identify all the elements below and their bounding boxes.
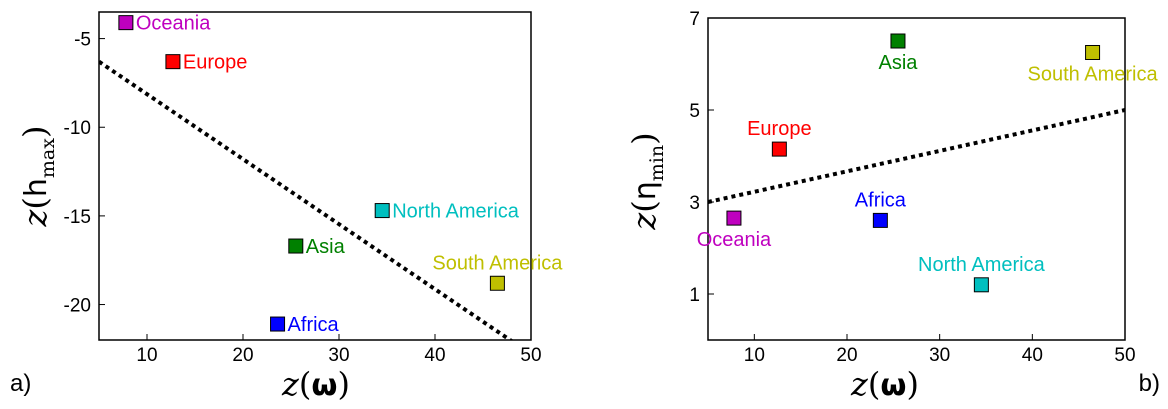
x-axis-label-symbol: ω <box>311 368 337 403</box>
y-axis-label-symbol: η <box>628 181 663 200</box>
y-axis-label-subscript: max <box>37 138 59 178</box>
chart-panel-1: 10 20 30 40 50 -5 -10 -15 -20 Oceania Europe North … <box>10 11 563 403</box>
x-tick-label: 50 <box>1114 345 1135 366</box>
x-tick-label: 10 <box>136 345 157 366</box>
trend-line <box>708 108 1125 204</box>
data-label-oceania: Oceania <box>136 13 211 35</box>
data-point-asia <box>288 238 304 254</box>
y-axis-label-z: z <box>16 208 54 227</box>
data-point-south-america <box>1085 45 1101 60</box>
x-tick-label: 30 <box>328 345 349 366</box>
x-axis-label-open: ( <box>299 365 311 403</box>
x-tick-label: 20 <box>232 345 253 366</box>
data-label-south-america: South America <box>432 252 563 274</box>
data-point-africa <box>270 316 286 332</box>
x-axis-label: z(ω) <box>850 365 919 403</box>
x-tick-label: 30 <box>929 345 950 366</box>
data-point-africa <box>872 212 888 228</box>
y-axis-label-symbol: h <box>19 178 54 197</box>
data-label-europe: Europe <box>183 52 248 74</box>
y-tick-label: -20 <box>64 296 91 317</box>
data-label-africa: Africa <box>855 189 907 211</box>
data-point-asia <box>890 33 906 49</box>
y-axis-label: z(ηmin) <box>625 132 668 230</box>
y-tick-label: -5 <box>74 30 91 51</box>
y-tick-label: 3 <box>689 193 700 214</box>
y-axis-label-subscript: min <box>646 145 668 181</box>
data-label-north-america: North America <box>392 201 520 223</box>
x-tick-label: 10 <box>744 345 765 366</box>
data-label-oceania: Oceania <box>697 229 772 251</box>
x-axis-label: z(ω) <box>281 365 350 403</box>
data-label-south-america: South America <box>1028 64 1159 86</box>
plot-frame <box>98 11 532 341</box>
data-point-europe <box>771 141 787 157</box>
x-tick-label: 20 <box>836 345 857 366</box>
plot-frame <box>707 17 1126 341</box>
y-axis-label-open: ( <box>625 200 663 212</box>
data-label-africa: Africa <box>288 314 340 336</box>
y-axis-label-open: ( <box>16 197 54 209</box>
panel-label: b) <box>1139 370 1160 397</box>
data-point-europe <box>165 54 181 70</box>
data-point-north-america <box>374 203 390 219</box>
x-axis-label-close: ) <box>337 365 349 403</box>
x-axis-label-z: z <box>281 365 300 403</box>
data-point-oceania <box>118 15 134 31</box>
data-label-asia: Asia <box>879 52 919 74</box>
y-axis-label-z: z <box>625 212 663 231</box>
data-point-north-america <box>973 277 989 293</box>
data-point-oceania <box>726 210 742 226</box>
y-axis-label-close: ) <box>16 126 54 138</box>
y-axis-label-close: ) <box>625 132 663 144</box>
x-tick-label: 40 <box>424 345 445 366</box>
x-axis-label-close: ) <box>906 365 918 403</box>
y-axis-label: z(hmax) <box>16 126 59 228</box>
y-tick-label: 7 <box>689 9 700 30</box>
x-axis-label-symbol: ω <box>880 368 906 403</box>
y-tick-label: -10 <box>64 118 91 139</box>
y-tick-label: 5 <box>689 101 700 122</box>
data-label-europe: Europe <box>747 118 812 140</box>
y-tick-label: -15 <box>64 207 91 228</box>
x-tick-label: 50 <box>520 345 541 366</box>
data-point-south-america <box>489 275 505 291</box>
panel-label: a) <box>10 370 31 397</box>
chart-panel-2: 10 20 30 40 50 1 3 5 7 Asia South America Europe Oce… <box>625 9 1160 403</box>
x-axis-label-open: ( <box>868 365 880 403</box>
x-axis-label-z: z <box>850 365 869 403</box>
data-label-asia: Asia <box>306 236 346 258</box>
x-tick-label: 40 <box>1022 345 1043 366</box>
data-label-north-america: North America <box>918 254 1046 276</box>
y-tick-label: 1 <box>689 285 700 306</box>
trend-line <box>99 59 514 340</box>
